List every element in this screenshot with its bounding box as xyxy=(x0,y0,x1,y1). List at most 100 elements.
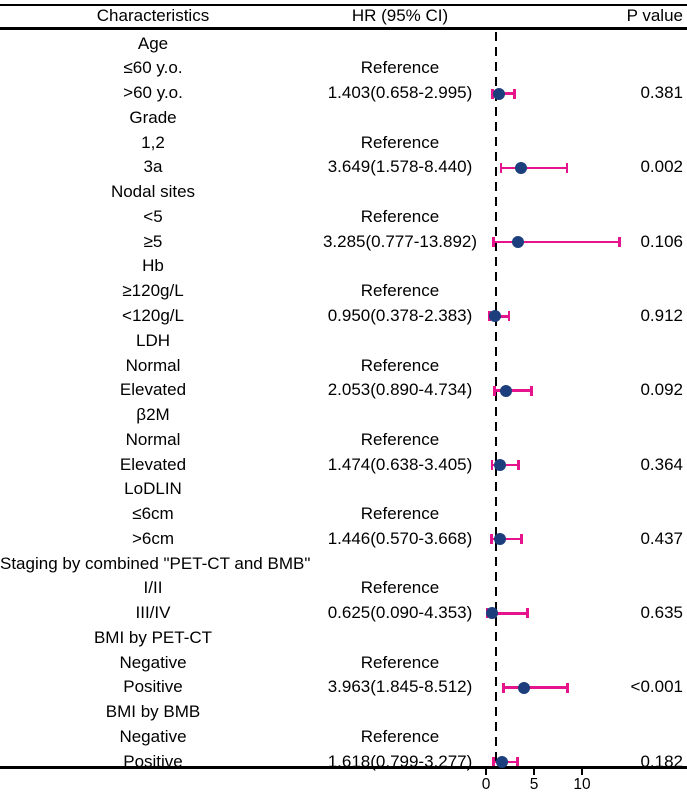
characteristic-label: Normal xyxy=(125,429,181,449)
hr-ci-text: 1.618(0.799-3.277) xyxy=(327,751,473,771)
characteristic-label: Age xyxy=(137,33,169,53)
ci-bar xyxy=(503,686,568,690)
reference-row: Normal Reference xyxy=(0,354,687,379)
characteristic-label: 3a xyxy=(143,157,163,177)
col-header-characteristics: Characteristics xyxy=(96,6,210,25)
ci-bar xyxy=(501,166,568,170)
group-row: Age xyxy=(0,32,687,57)
characteristic-label: ≤60 y.o. xyxy=(123,58,183,78)
p-value-text: 0.912 xyxy=(640,305,683,325)
characteristic-label: ≤6cm xyxy=(132,504,174,524)
estimate-row: III/IV 0.625(0.090-4.353) 0.635 xyxy=(0,601,687,626)
hr-ci-text: Reference xyxy=(360,726,440,746)
ci-cap-right xyxy=(519,534,523,545)
ci-cap-right xyxy=(516,757,519,768)
characteristic-label: Normal xyxy=(125,355,181,375)
table-header: Characteristics HR (95% CI) P value xyxy=(0,5,687,27)
group-row: BMI by PET-CT xyxy=(0,626,687,651)
hr-ci-text: Reference xyxy=(360,281,440,301)
characteristic-label: I/II xyxy=(143,578,163,598)
group-row: Hb xyxy=(0,254,687,279)
axis-tick-label: 5 xyxy=(529,776,539,793)
hr-ci-text: 3.963(1.845-8.512) xyxy=(327,677,473,697)
estimate-row: >60 y.o. 1.403(0.658-2.995) 0.381 xyxy=(0,81,687,106)
ci-cap-left xyxy=(491,88,494,99)
group-row: Grade xyxy=(0,106,687,131)
hr-ci-text: 1.446(0.570-3.668) xyxy=(327,528,473,548)
ci-bar xyxy=(486,612,528,615)
characteristic-label: III/IV xyxy=(135,603,171,623)
characteristic-label: Elevated xyxy=(119,454,187,474)
hr-ci-text: Reference xyxy=(360,58,440,78)
characteristic-label: Nodal sites xyxy=(110,182,196,202)
characteristic-label: >6cm xyxy=(131,528,175,548)
estimate-row: 3a 3.649(1.578-8.440) 0.002 xyxy=(0,155,687,180)
ci-cap-right xyxy=(526,608,530,619)
col-header-hr-ci: HR (95% CI) xyxy=(351,6,449,25)
ci-cap-left xyxy=(499,162,503,173)
p-value-text: 0.002 xyxy=(640,157,683,177)
characteristic-label: Grade xyxy=(129,107,177,127)
characteristic-label: Positive xyxy=(123,751,183,771)
top-border-line xyxy=(0,4,687,6)
characteristic-label: Elevated xyxy=(119,380,187,400)
ci-cap-right xyxy=(565,162,569,173)
ci-cap-right xyxy=(618,237,621,248)
reference-row: ≤60 y.o. Reference xyxy=(0,56,687,81)
reference-row: Negative Reference xyxy=(0,725,687,750)
point-marker xyxy=(494,458,507,471)
ci-cap-left xyxy=(492,237,495,248)
hr-ci-text: Reference xyxy=(360,504,440,524)
characteristic-label: ≥5 xyxy=(143,231,163,251)
ci-cap-left xyxy=(490,459,494,470)
p-value-text: <0.001 xyxy=(630,677,683,697)
point-marker xyxy=(495,756,508,769)
characteristic-label: Negative xyxy=(119,726,187,746)
col-header-p-value: P value xyxy=(626,6,683,25)
point-marker xyxy=(518,681,531,694)
axis-tick xyxy=(533,769,535,775)
hr-ci-text: Reference xyxy=(360,652,440,672)
characteristic-label: BMI by PET-CT xyxy=(93,627,213,647)
characteristic-label: <120g/L xyxy=(122,305,184,325)
estimate-row: Positive 3.963(1.845-8.512) <0.001 xyxy=(0,675,687,700)
reference-row: Normal Reference xyxy=(0,428,687,453)
axis-tick-label: 10 xyxy=(573,776,591,793)
point-marker xyxy=(515,161,528,174)
point-marker xyxy=(493,87,506,100)
characteristic-label: β2M xyxy=(136,405,170,425)
p-value-text: 0.381 xyxy=(640,83,683,103)
characteristic-label: >60 y.o. xyxy=(123,83,183,103)
reference-row: ≤6cm Reference xyxy=(0,502,687,527)
ci-cap-right xyxy=(517,459,520,470)
group-row: LDH xyxy=(0,329,687,354)
reference-row: 1,2 Reference xyxy=(0,131,687,156)
axis-tick-label: 0 xyxy=(481,776,491,793)
p-value-text: 0.182 xyxy=(640,751,683,771)
point-marker xyxy=(493,533,506,546)
estimate-row: ≥5 3.285(0.777-13.892) 0.106 xyxy=(0,230,687,255)
ci-cap-right xyxy=(507,311,511,322)
ci-cap-right xyxy=(513,88,517,99)
hr-ci-text: 3.649(1.578-8.440) xyxy=(327,157,473,177)
characteristic-label: Hb xyxy=(142,256,164,276)
p-value-text: 0.092 xyxy=(640,380,683,400)
ci-bar xyxy=(491,537,522,541)
header-separator-line xyxy=(0,27,687,30)
axis-tick xyxy=(581,769,583,775)
group-row: BMI by BMB xyxy=(0,700,687,725)
reference-row: Negative Reference xyxy=(0,651,687,676)
group-row: Nodal sites xyxy=(0,180,687,205)
reference-row: ≥120g/L Reference xyxy=(0,279,687,304)
hr-ci-text: Reference xyxy=(360,206,440,226)
group-row: β2M xyxy=(0,403,687,428)
characteristic-label: BMI by BMB xyxy=(105,702,201,722)
ci-cap-left xyxy=(490,534,493,545)
hr-ci-text: 1.403(0.658-2.995) xyxy=(327,83,473,103)
hr-ci-text: 1.474(0.638-3.405) xyxy=(327,454,473,474)
point-marker xyxy=(486,607,498,620)
p-value-text: 0.437 xyxy=(640,528,683,548)
ci-cap-right xyxy=(530,385,533,396)
characteristic-label: Positive xyxy=(123,677,183,697)
estimate-row: Elevated 2.053(0.890-4.734) 0.092 xyxy=(0,378,687,403)
